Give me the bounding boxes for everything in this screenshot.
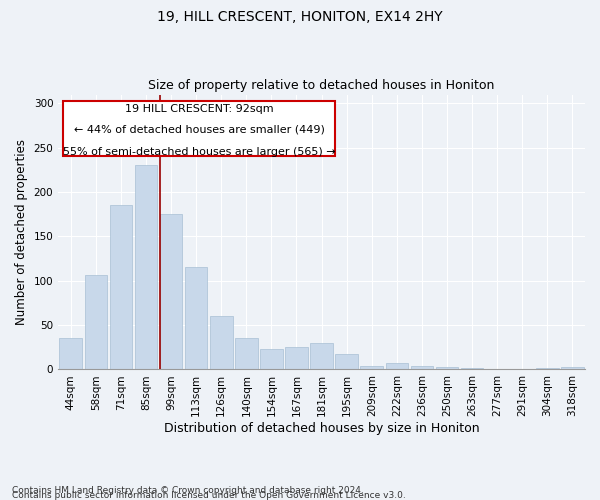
Bar — [260, 349, 283, 370]
Bar — [386, 364, 408, 370]
Text: ← 44% of detached houses are smaller (449): ← 44% of detached houses are smaller (44… — [74, 125, 325, 135]
Bar — [85, 274, 107, 370]
Bar — [461, 368, 484, 370]
Text: 19, HILL CRESCENT, HONITON, EX14 2HY: 19, HILL CRESCENT, HONITON, EX14 2HY — [157, 10, 443, 24]
Bar — [210, 316, 233, 370]
Bar — [310, 343, 333, 369]
Bar — [59, 338, 82, 370]
Bar — [64, 102, 335, 156]
Bar — [335, 354, 358, 370]
Bar — [536, 368, 559, 370]
Bar — [110, 206, 132, 370]
Text: Contains public sector information licensed under the Open Government Licence v3: Contains public sector information licen… — [12, 491, 406, 500]
Text: 55% of semi-detached houses are larger (565) →: 55% of semi-detached houses are larger (… — [63, 147, 335, 157]
X-axis label: Distribution of detached houses by size in Honiton: Distribution of detached houses by size … — [164, 422, 479, 435]
Title: Size of property relative to detached houses in Honiton: Size of property relative to detached ho… — [148, 79, 495, 92]
Bar — [285, 348, 308, 370]
Text: 19 HILL CRESCENT: 92sqm: 19 HILL CRESCENT: 92sqm — [125, 104, 274, 114]
Bar — [160, 214, 182, 370]
Bar — [361, 366, 383, 370]
Text: Contains HM Land Registry data © Crown copyright and database right 2024.: Contains HM Land Registry data © Crown c… — [12, 486, 364, 495]
Bar — [134, 166, 157, 370]
Bar — [561, 367, 584, 370]
Bar — [410, 366, 433, 370]
Bar — [185, 266, 208, 370]
Bar — [235, 338, 257, 370]
Y-axis label: Number of detached properties: Number of detached properties — [15, 139, 28, 325]
Bar — [436, 367, 458, 370]
